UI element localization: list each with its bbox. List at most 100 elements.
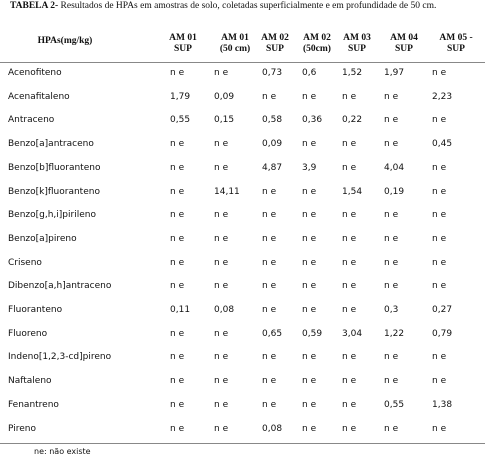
column-header: AM 05 - (439, 33, 473, 43)
cell-value: n e (302, 399, 317, 410)
cell-value: 4,04 (384, 162, 405, 173)
cell-value: n e (170, 376, 185, 387)
footnote: ne: não existe (34, 447, 91, 456)
cell-value: n e (214, 423, 229, 434)
cell-value: 0,15 (214, 115, 235, 126)
cell-value: n e (214, 162, 229, 173)
cell-value: n e (214, 352, 229, 363)
cell-value: n e (214, 210, 229, 221)
cell-value: n e (432, 352, 447, 363)
cell-value: 0,59 (302, 328, 323, 339)
column-header: AM 02 (261, 33, 289, 43)
row-label: Benzo[k]fluoranteno (8, 186, 100, 197)
cell-value: n e (384, 423, 399, 434)
cell-value: 0,19 (384, 186, 405, 197)
cell-value: n e (170, 352, 185, 363)
cell-value: n e (302, 281, 317, 292)
caption: TABELA 2- Resultados de HPAs em amostras… (10, 1, 475, 12)
row-label: Benzo[g,h,i]pirileno (8, 210, 96, 221)
cell-value: n e (170, 210, 185, 221)
column-header: AM 03 (343, 33, 371, 43)
cell-value: n e (342, 139, 357, 150)
cell-value: n e (170, 68, 185, 78)
cell-value: n e (214, 328, 229, 339)
cell-value: n e (342, 399, 357, 410)
row-label: Dibenzo[a,h]antraceno (8, 281, 112, 292)
column-header: AM 01 (169, 33, 197, 43)
cell-value: 0,6 (302, 68, 317, 78)
row-label: Benzo[a]pireno (8, 233, 77, 244)
row-label: Naftaleno (8, 376, 52, 387)
cell-value: 14,11 (214, 186, 240, 197)
cell-value: 1,52 (342, 68, 363, 78)
column-header: AM 04 (390, 33, 418, 43)
cell-value: n e (384, 376, 399, 387)
row-label: Acenofiteno (8, 68, 62, 78)
cell-value: n e (170, 423, 185, 434)
row-label: Fluoranteno (8, 305, 63, 315)
cell-value: 0,55 (170, 115, 191, 126)
row-header: HPAs(mg/kg) (37, 36, 93, 46)
cell-value: n e (262, 210, 277, 221)
cell-value: n e (302, 352, 317, 363)
cell-value: 0,09 (214, 91, 235, 102)
caption-label: TABELA 2- (10, 1, 59, 11)
cell-value: n e (342, 91, 357, 102)
cell-value: n e (170, 186, 185, 197)
cell-value: n e (342, 281, 357, 292)
cell-value: 0,27 (432, 305, 453, 315)
cell-value: n e (384, 139, 399, 150)
cell-value: n e (170, 233, 185, 244)
cell-value: n e (432, 115, 447, 126)
cell-value: n e (432, 186, 447, 197)
row-label: Antraceno (8, 115, 55, 126)
row-label: Benzo[a]antraceno (8, 139, 94, 150)
cell-value: n e (432, 162, 447, 173)
cell-value: n e (432, 257, 447, 268)
cell-value: n e (342, 305, 357, 315)
cell-value: n e (262, 305, 277, 315)
cell-value: 0,79 (432, 328, 453, 339)
header-rule (0, 62, 485, 63)
cell-value: n e (302, 305, 317, 315)
cell-value: n e (432, 210, 447, 221)
cell-value: n e (342, 210, 357, 221)
cell-value: n e (214, 233, 229, 244)
cell-value: n e (342, 162, 357, 173)
cell-value: 1,38 (432, 399, 453, 410)
cell-value: n e (262, 91, 277, 102)
cell-value: n e (214, 68, 229, 78)
cell-value: n e (302, 423, 317, 434)
row-label: Fenantreno (8, 399, 59, 410)
cell-value: 1,54 (342, 186, 363, 197)
cell-value: n e (384, 210, 399, 221)
cell-value: n e (384, 91, 399, 102)
cell-value: n e (342, 233, 357, 244)
cell-value: n e (302, 257, 317, 268)
cell-value: 2,23 (432, 91, 453, 102)
column-header: SUP (447, 44, 465, 54)
cell-value: n e (170, 162, 185, 173)
cell-value: 3,04 (342, 328, 363, 339)
cell-value: 0,65 (262, 328, 283, 339)
cell-value: n e (262, 376, 277, 387)
column-header: SUP (174, 44, 192, 54)
cell-value: 0,73 (262, 68, 283, 78)
column-header: (50 cm) (219, 44, 251, 54)
cell-value: 0,55 (384, 399, 405, 410)
bottom-rule (0, 443, 485, 444)
cell-value: n e (432, 376, 447, 387)
cell-value: 0,58 (262, 115, 283, 126)
column-header: (50cm) (303, 44, 331, 54)
cell-value: n e (214, 376, 229, 387)
cell-value: n e (170, 257, 185, 268)
column-header: AM 02 (303, 33, 331, 43)
cell-value: n e (262, 281, 277, 292)
cell-value: n e (302, 91, 317, 102)
cell-value: n e (302, 210, 317, 221)
cell-value: n e (302, 186, 317, 197)
cell-value: n e (262, 352, 277, 363)
cell-value: n e (384, 281, 399, 292)
cell-value: n e (432, 423, 447, 434)
